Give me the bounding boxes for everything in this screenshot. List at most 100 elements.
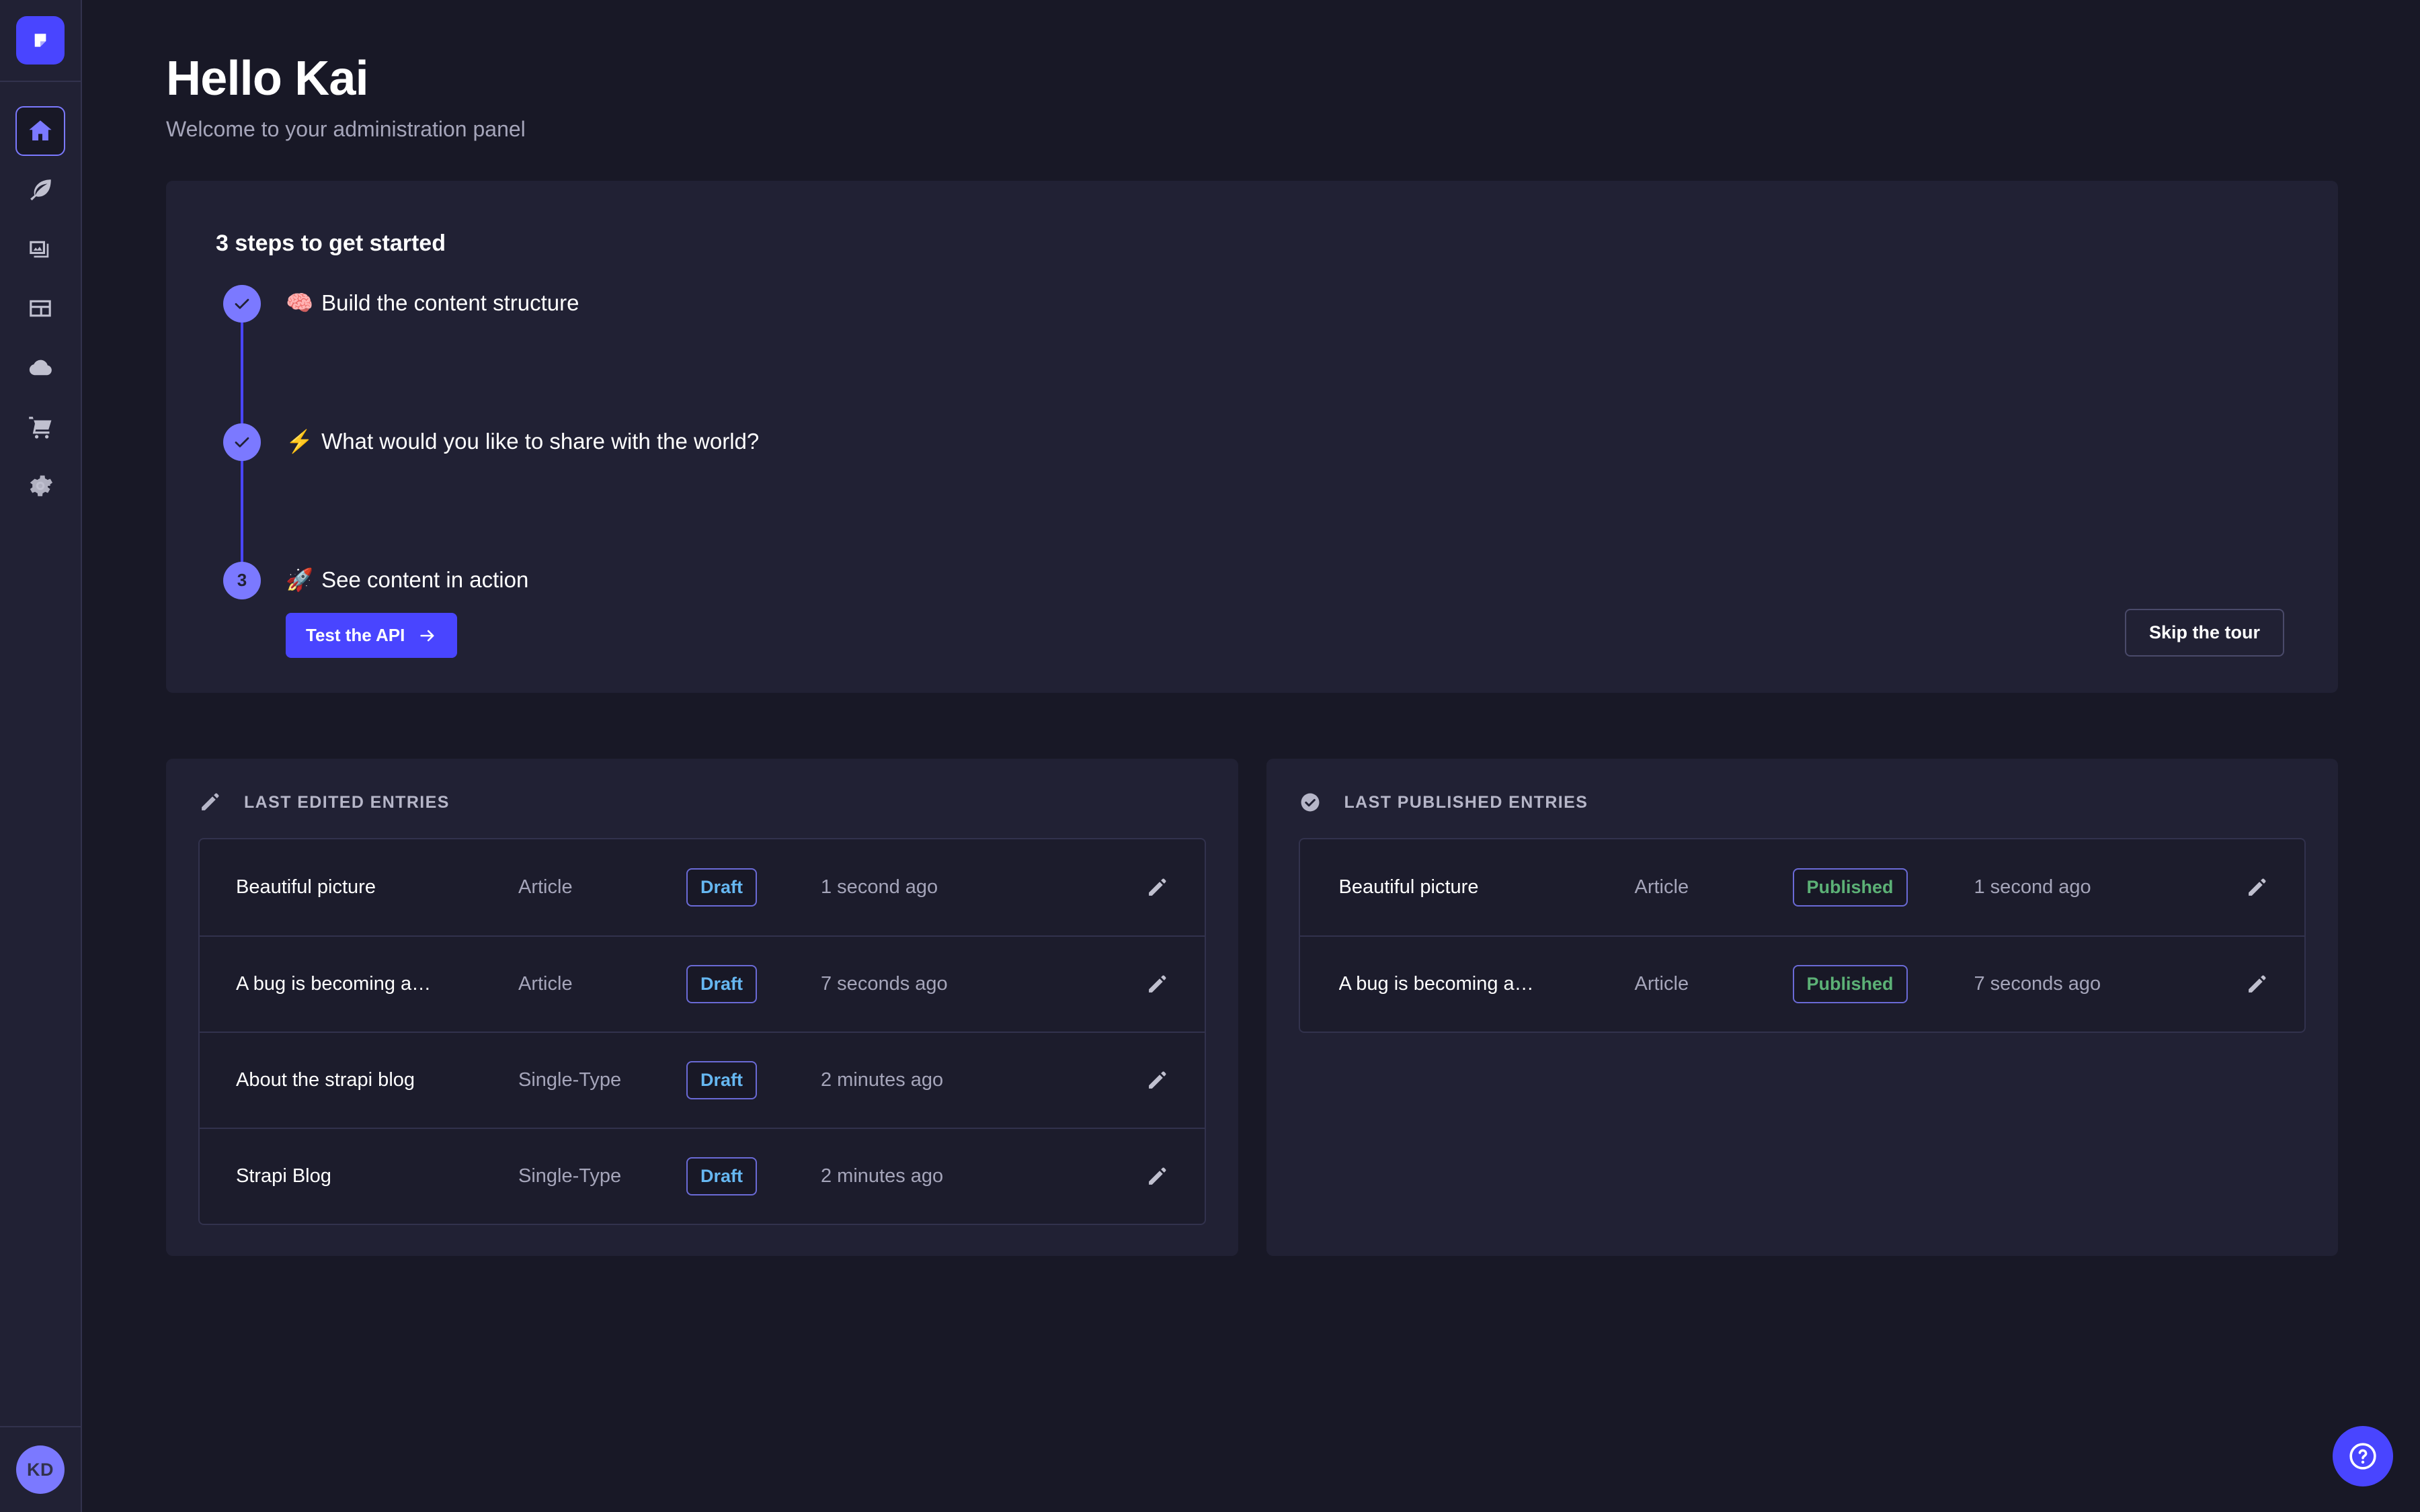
last-published-table: Beautiful picture Article Published 1 se… [1298,838,2306,1034]
step-1-label: 🧠 Build the content structure [286,289,579,318]
table-row[interactable]: A bug is becoming a… Article Published 7… [1299,935,2304,1032]
step-3-body: 🚀 See content in action Test the API [268,562,528,659]
entry-type: Single-Type [518,1069,622,1091]
help-button[interactable] [2333,1426,2393,1486]
sidebar-item-content-manager[interactable] [15,165,65,215]
table-row[interactable]: Beautiful picture Article Draft 1 second… [200,839,1205,935]
entry-edit-button[interactable] [1128,973,1168,996]
pencil-icon [1148,878,1166,896]
pencil-icon [202,793,219,811]
sidebar-brand[interactable] [0,0,81,82]
arrow-right-icon [420,630,434,642]
main-content: Hello Kai Welcome to your administration… [82,0,2420,1512]
entry-type: Article [518,973,573,995]
step-3-label: 🚀 See content in action [286,566,528,595]
entry-name: About the strapi blog [236,1069,415,1091]
last-edited-table: Beautiful picture Article Draft 1 second… [198,838,1206,1226]
pencil-icon [1148,1167,1166,1185]
step-2-bullet [223,423,261,461]
step-1-bullet-col [216,284,268,423]
strapi-logo-icon[interactable] [16,16,65,65]
pencil-icon [1148,975,1166,993]
step-3-text: See content in action [321,566,529,592]
pencil-icon [2249,878,2266,896]
entry-state: Draft [686,1061,821,1100]
entry-type: Single-Type [518,1165,622,1187]
entry-state: Published [1792,965,1974,1004]
sidebar-item-home[interactable] [15,106,65,156]
avatar[interactable]: KD [16,1445,65,1494]
entry-name: Beautiful picture [236,876,376,898]
brain-icon: 🧠 [286,290,314,315]
pencil-icon [2249,975,2266,993]
status-badge: Draft [686,868,758,907]
onboarding-card: 3 steps to get started 🧠 Bu [166,180,2338,694]
entry-type: Article [518,876,573,898]
layout-icon [30,300,51,317]
last-published-entries-card: LAST PUBLISHED ENTRIES Beautiful picture… [1266,759,2338,1257]
step-3-bullet-col: 3 [216,561,268,599]
status-badge: Published [1792,868,1908,907]
step-2-label: ⚡ What would you like to share with the w… [286,427,759,456]
page-subtitle: Welcome to your administration panel [166,116,526,141]
onboarding-title: 3 steps to get started [216,230,446,256]
entry-type: Article [1634,876,1689,898]
step-1-text: Build the content structure [321,290,579,315]
last-published-header: LAST PUBLISHED ENTRIES [1299,791,2306,814]
onboarding-step-3: 3 🚀 See content in action Test the API [216,561,2284,659]
entry-time: 1 second ago [821,876,938,898]
sidebar-item-marketplace[interactable] [15,402,65,452]
table-row[interactable]: A bug is becoming a… Article Draft 7 sec… [200,935,1205,1032]
entry-state: Published [1792,868,1974,907]
test-the-api-button[interactable]: Test the API [286,613,458,659]
status-badge: Draft [686,1061,758,1100]
sidebar-item-content-type-builder[interactable] [15,284,65,333]
sidebar-nav [15,82,65,1426]
last-edited-header: LAST EDITED ENTRIES [198,791,1206,814]
entry-time: 7 seconds ago [821,973,948,995]
entry-state: Draft [686,868,821,907]
lightning-icon: ⚡ [286,428,314,454]
skip-the-tour-button[interactable]: Skip the tour [2124,609,2284,657]
check-icon [235,437,249,448]
check-icon [235,298,249,309]
entry-edit-button[interactable] [1128,876,1168,899]
table-row[interactable]: Beautiful picture Article Published 1 se… [1300,839,2305,935]
images-icon [30,241,49,258]
last-published-title: LAST PUBLISHED ENTRIES [1344,792,1588,812]
entry-type: Article [1634,973,1689,995]
entry-edit-button[interactable] [2228,876,2268,899]
entry-edit-button[interactable] [1128,1069,1168,1092]
feather-icon [30,179,51,201]
entry-name: Strapi Blog [236,1165,331,1187]
step-3-bullet: 3 [223,561,261,599]
entry-edit-button[interactable] [2228,973,2268,996]
entries-section: LAST EDITED ENTRIES Beautiful picture Ar… [166,759,2338,1257]
onboarding-step-2: ⚡ What would you like to share with the w… [216,423,2284,562]
rocket-icon: 🚀 [286,566,314,592]
step-1-body: 🧠 Build the content structure [268,285,579,318]
gear-icon [30,475,53,497]
sidebar-item-cloud[interactable] [15,343,65,392]
entry-time: 2 minutes ago [821,1165,944,1187]
status-badge: Draft [686,1157,758,1196]
sidebar-avatar-zone[interactable]: KD [0,1426,81,1512]
entry-time: 1 second ago [1974,876,2091,898]
entry-name: Beautiful picture [1338,876,1479,898]
status-badge: Published [1792,965,1908,1004]
table-row[interactable]: Strapi Blog Single-Type Draft 2 minutes … [200,1128,1205,1224]
step-connector-1 [241,322,243,423]
test-the-api-label: Test the API [306,625,405,646]
entry-time: 7 seconds ago [1974,973,2101,995]
shopping-cart-icon [29,417,52,439]
entry-edit-button[interactable] [1128,1165,1168,1188]
home-icon [29,120,52,140]
sidebar-item-media-library[interactable] [15,224,65,274]
step-connector-2 [241,460,243,562]
table-row[interactable]: About the strapi blog Single-Type Draft … [200,1032,1205,1128]
check-circle-icon [1301,794,1319,812]
step-1-bullet [223,284,261,323]
sidebar-item-settings[interactable] [15,461,65,511]
entry-state: Draft [686,965,821,1004]
